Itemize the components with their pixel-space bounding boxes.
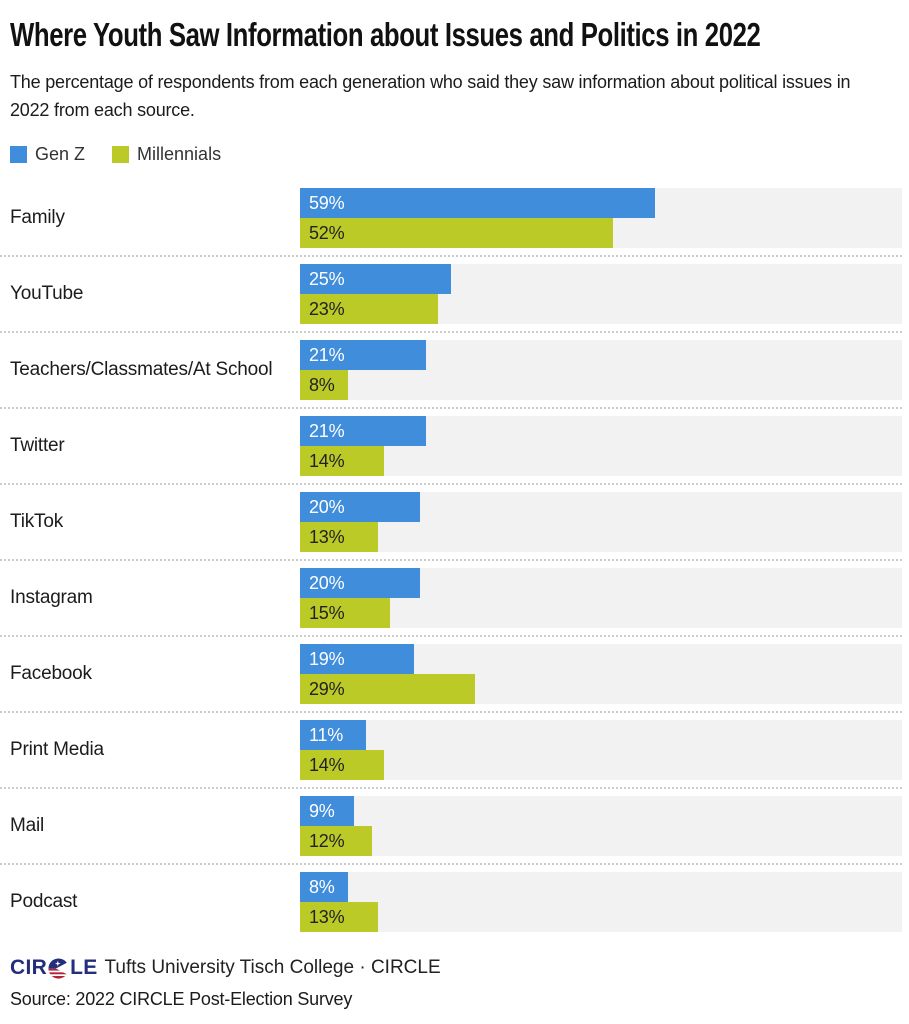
chart-row: Facebook 19% 29%	[0, 644, 902, 713]
bar-value-label: 13%	[309, 526, 345, 547]
bar: 8%	[300, 370, 349, 400]
bar-value-label: 11%	[309, 724, 344, 745]
chart-row: YouTube 25% 23%	[0, 264, 902, 333]
row-label: Podcast	[10, 891, 78, 912]
bar-track: 8% 13%	[300, 872, 902, 932]
brand-line: CIR LE Tufts University Ti	[10, 956, 902, 980]
row-label: Print Media	[10, 739, 104, 760]
bar-value-label: 14%	[309, 450, 345, 471]
legend-item: Gen Z	[10, 144, 85, 165]
bar: 14%	[300, 446, 385, 476]
row-label: YouTube	[10, 283, 84, 304]
chart-row: Print Media 11% 14%	[0, 720, 902, 789]
bar-track: 21% 8%	[300, 340, 902, 400]
chart-row: Family 59% 52%	[0, 188, 902, 257]
bar-value-label: 20%	[309, 496, 345, 517]
bar: 15%	[300, 598, 391, 628]
bar-track: 20% 13%	[300, 492, 902, 552]
bar: 20%	[300, 492, 421, 522]
bar: 21%	[300, 340, 427, 370]
bar: 21%	[300, 416, 427, 446]
bar-track: 9% 12%	[300, 796, 902, 856]
bar: 23%	[300, 294, 439, 324]
row-label: TikTok	[10, 511, 63, 532]
footer: CIR LE Tufts University Ti	[10, 956, 902, 1010]
bar-value-label: 13%	[309, 906, 345, 927]
bar-value-label: 15%	[309, 602, 345, 623]
bar-track: 19% 29%	[300, 644, 902, 704]
circle-logo-globe-icon	[48, 958, 70, 979]
bar: 13%	[300, 902, 379, 932]
bar-track: 59% 52%	[300, 188, 902, 248]
legend-label: Gen Z	[35, 144, 86, 164]
chart-row: Mail 9% 12%	[0, 796, 902, 865]
chart-row: TikTok 20% 13%	[0, 492, 902, 561]
bar-track: 21% 14%	[300, 416, 902, 476]
source-text: Source: 2022 CIRCLE Post-Election Survey	[10, 989, 353, 1009]
bar-value-label: 59%	[309, 192, 345, 213]
bar: 9%	[300, 796, 355, 826]
chart-row: Teachers/Classmates/At School 21% 8%	[0, 340, 902, 409]
bar-value-label: 52%	[309, 222, 345, 243]
row-label: Mail	[10, 815, 45, 836]
bar-value-label: 19%	[309, 648, 345, 669]
bar: 25%	[300, 264, 451, 294]
legend-swatch	[112, 146, 130, 163]
bar: 20%	[300, 568, 421, 598]
row-label: Facebook	[10, 663, 92, 684]
bar-track: 25% 23%	[300, 264, 902, 324]
row-label: Teachers/Classmates/At School	[10, 359, 273, 380]
row-label: Family	[10, 207, 65, 228]
bar: 13%	[300, 522, 379, 552]
bar-value-label: 9%	[309, 800, 335, 821]
bar-value-label: 21%	[309, 420, 345, 441]
bar: 11%	[300, 720, 367, 750]
chart-row: Podcast 8% 13%	[10, 872, 902, 932]
bar-value-label: 8%	[309, 876, 335, 897]
bar-track: 20% 15%	[300, 568, 902, 628]
bar-value-label: 23%	[309, 298, 345, 319]
legend-item: Millennials	[112, 144, 221, 165]
page-subtitle: The percentage of respondents from each …	[10, 72, 851, 120]
chart: Family 59% 52% YouTube 25% 23% Teachers/Cl…	[0, 188, 902, 932]
chart-row: Twitter 21% 14%	[0, 416, 902, 485]
bar-value-label: 25%	[309, 268, 345, 289]
row-label: Twitter	[10, 435, 65, 456]
bar: 29%	[300, 674, 475, 704]
bar-track: 11% 14%	[300, 720, 902, 780]
chart-row: Instagram 20% 15%	[0, 568, 902, 637]
bar-value-label: 14%	[309, 754, 345, 775]
bar-value-label: 20%	[309, 572, 345, 593]
legend: Gen Z Millennials	[10, 144, 902, 165]
circle-logo-prefix: CIR	[10, 956, 48, 979]
bar-value-label: 29%	[309, 678, 345, 699]
legend-swatch	[10, 146, 27, 163]
legend-label: Millennials	[137, 144, 222, 164]
row-label: Instagram	[10, 587, 93, 608]
bar: 12%	[300, 826, 373, 856]
bar: 19%	[300, 644, 415, 674]
bar-value-label: 12%	[309, 830, 345, 851]
bar: 14%	[300, 750, 385, 780]
circle-logo: CIR LE	[10, 956, 98, 980]
bar: 52%	[300, 218, 614, 248]
bar-value-label: 8%	[309, 374, 335, 395]
bar: 8%	[300, 872, 349, 902]
bar-value-label: 21%	[309, 344, 345, 365]
bar: 59%	[300, 188, 656, 218]
circle-logo-suffix: LE	[70, 956, 98, 979]
page-title: Where Youth Saw Information about Issues…	[10, 15, 902, 55]
affiliation-text: Tufts University Tisch College · CIRCLE	[104, 957, 441, 978]
page-title-text: Where Youth Saw Information about Issues…	[10, 16, 761, 53]
